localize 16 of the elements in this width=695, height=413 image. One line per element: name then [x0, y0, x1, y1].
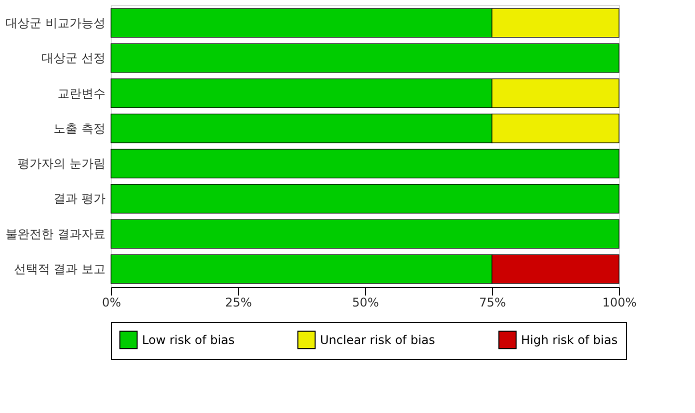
- y-tick-label: 불완전한 결과자료: [6, 226, 106, 241]
- x-tick-label: 100%: [602, 296, 637, 310]
- x-tick-label: 25%: [225, 296, 252, 310]
- y-tick-label: 교란변수: [58, 86, 106, 100]
- legend-label: High risk of bias: [521, 332, 618, 347]
- x-tick-label: 0%: [102, 296, 122, 310]
- y-tick-label: 대상군 비교가능성: [6, 16, 106, 30]
- y-tick-label: 대상군 선정: [42, 51, 106, 66]
- x-tick-label: 50%: [352, 296, 379, 310]
- y-tick-label: 노출 측정: [54, 121, 106, 136]
- y-tick-label: 평가자의 눈가림: [18, 156, 106, 171]
- x-tick-label: 75%: [479, 296, 506, 310]
- legend-label: Low risk of bias: [142, 332, 235, 347]
- y-tick-label: 선택적 결과 보고: [14, 262, 106, 276]
- y-tick-label: 결과 평가: [54, 192, 106, 206]
- legend-label: Unclear risk of bias: [320, 332, 436, 347]
